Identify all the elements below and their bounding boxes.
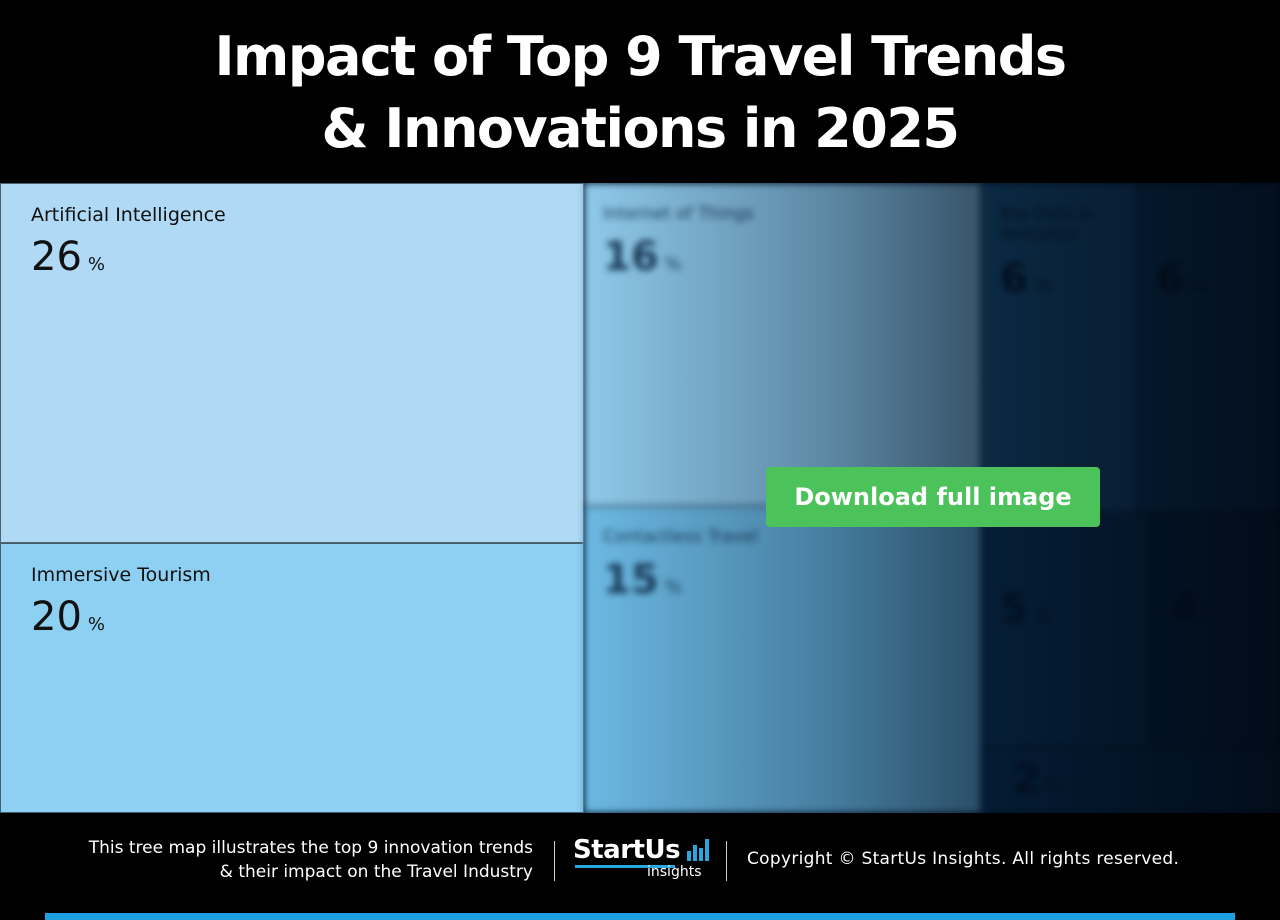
download-full-image-button[interactable]: Download full image bbox=[766, 467, 1100, 527]
footer-description: This tree map illustrates the top 9 inno… bbox=[13, 837, 533, 885]
page-title-line-2: & Innovations in 2025 bbox=[321, 97, 960, 160]
footer-description-line-1: This tree map illustrates the top 9 inno… bbox=[88, 838, 533, 858]
header: Impact of Top 9 Travel Trends & Innovati… bbox=[0, 0, 1280, 183]
footer-divider-right bbox=[726, 841, 727, 881]
footer: This tree map illustrates the top 9 inno… bbox=[0, 813, 1280, 920]
treemap-tile: Artificial Intelligence 26% bbox=[0, 183, 584, 543]
treemap-tile: Immersive Tourism 20% bbox=[0, 543, 584, 813]
copyright-text: Copyright © StartUs Insights. All rights… bbox=[747, 849, 1180, 869]
treemap-tile-value-unit: % bbox=[87, 614, 106, 635]
bar-chart-icon bbox=[687, 839, 709, 861]
treemap-tile-value-number: 20 bbox=[31, 594, 82, 640]
logo-name: StartUs bbox=[573, 835, 681, 865]
treemap-tile-value-unit: % bbox=[87, 254, 106, 275]
accent-bottom-bar bbox=[45, 913, 1235, 920]
logo-underline bbox=[575, 865, 675, 868]
page-title-line-1: Impact of Top 9 Travel Trends bbox=[214, 25, 1067, 88]
startus-insights-logo[interactable]: StartUs insights bbox=[573, 835, 713, 885]
treemap-tile-value-number: 26 bbox=[31, 234, 82, 280]
treemap-tile-value: 26% bbox=[31, 234, 105, 280]
logo-subtitle: insights bbox=[647, 864, 702, 880]
treemap-tile-label: Immersive Tourism bbox=[31, 564, 211, 586]
footer-divider-left bbox=[554, 841, 555, 881]
treemap-tile-label: Artificial Intelligence bbox=[31, 204, 226, 226]
footer-description-line-2: & their impact on the Travel Industry bbox=[219, 861, 533, 882]
treemap-tile-value: 20% bbox=[31, 594, 105, 640]
